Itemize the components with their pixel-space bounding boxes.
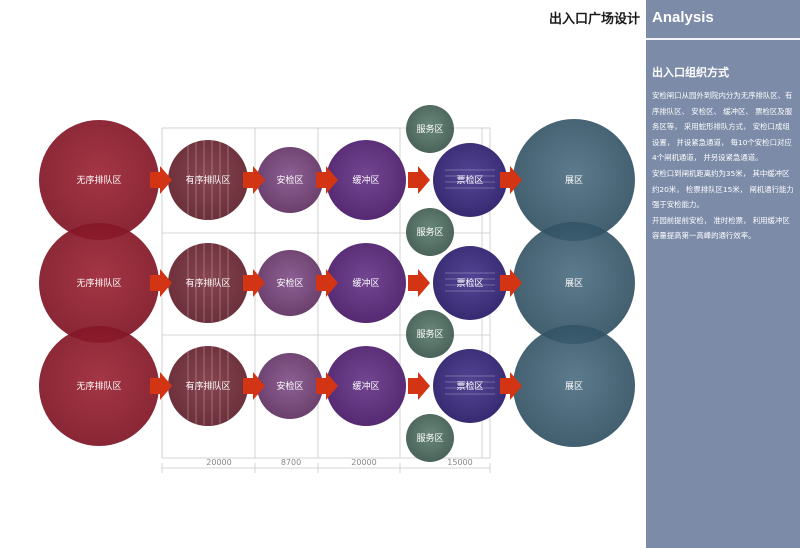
- buffer-zone: [326, 346, 406, 426]
- flow-row-2: 无序排队区 有序排队区 安检区 缓冲区 票检区 展区: [39, 222, 635, 344]
- zone-label: 缓冲区: [352, 380, 379, 392]
- description-paragraph: 安检口到闸机距离约为35米， 其中缓冲区约20米， 检票排队区15米， 闸机通行…: [652, 168, 794, 210]
- zone-label: 无序排队区: [76, 277, 121, 289]
- flow-arrow: [150, 372, 522, 400]
- zone-label: 有序排队区: [185, 380, 230, 392]
- dimension-label: 20000: [206, 458, 231, 467]
- zone-label: 有序排队区: [185, 277, 230, 289]
- entrance-diagram: 20000 8700 20000 15000 服务区 服务区 服务区 服务区: [39, 105, 635, 473]
- zone-label: 缓冲区: [352, 277, 379, 289]
- section-subtitle: 出入口组织方式: [652, 66, 729, 79]
- analysis-heading: Analysis: [652, 9, 714, 26]
- service-area: 服务区: [406, 414, 454, 462]
- zone-label: 无序排队区: [76, 380, 121, 392]
- description: 安检闸口从园外到院内分为无序排队区、有序排队区、 安检区、 缓冲区、 票检区及服…: [652, 88, 794, 244]
- service-area: 服务区: [406, 310, 454, 358]
- buffer-zone: [326, 140, 406, 220]
- security-zone: [257, 147, 323, 213]
- zone-label: 服务区: [416, 432, 443, 444]
- dimension-label: 15000: [447, 458, 472, 467]
- dimension-label: 8700: [281, 458, 301, 467]
- zone-label: 服务区: [416, 328, 443, 340]
- service-area: 服务区: [406, 105, 454, 153]
- disorder-queue-zone: [39, 120, 159, 240]
- security-zone: [257, 353, 323, 419]
- ordered-queue-zone: [168, 243, 248, 323]
- ticket-zone: [433, 349, 507, 423]
- security-zone: [257, 250, 323, 316]
- buffer-zone: [326, 243, 406, 323]
- zone-label: 票检区: [456, 380, 483, 392]
- service-area: 服务区: [406, 208, 454, 256]
- ticket-zone: [433, 246, 507, 320]
- exhibit-zone: [513, 325, 635, 447]
- zone-label: 有序排队区: [185, 174, 230, 186]
- description-paragraph: 开园前提前安检， 准时检票， 利用缓冲区容量提高第一高峰的通行效率。: [652, 215, 790, 241]
- dimension-label: 20000: [351, 458, 376, 467]
- zone-label: 安检区: [276, 174, 303, 186]
- ordered-queue-zone: [168, 346, 248, 426]
- exhibit-zone: [513, 222, 635, 344]
- zone-label: 展区: [565, 278, 583, 289]
- zone-label: 展区: [565, 175, 583, 186]
- disorder-queue-zone: [39, 326, 159, 446]
- flow-row-1: 无序排队区 有序排队区 安检区 缓冲区 票检区 展区: [39, 119, 635, 241]
- zone-label: 安检区: [276, 277, 303, 289]
- ticket-zone: [433, 143, 507, 217]
- disorder-queue-zone: [39, 223, 159, 343]
- side-panel: Analysis 出入口组织方式 安检闸口从园外到院内分为无序排队区、有序排队区…: [646, 0, 800, 548]
- zone-label: 票检区: [456, 174, 483, 186]
- zone-label: 缓冲区: [352, 174, 379, 186]
- flow-row-3: 无序排队区 有序排队区 安检区 缓冲区 票检区 展区: [39, 325, 635, 447]
- zone-label: 无序排队区: [76, 174, 121, 186]
- zone-label: 展区: [565, 381, 583, 392]
- zone-label: 票检区: [456, 277, 483, 289]
- page-title: 出入口广场设计: [548, 12, 640, 27]
- exhibit-zone: [513, 119, 635, 241]
- flow-arrow: [150, 166, 522, 194]
- description-paragraph: 安检闸口从园外到院内分为无序排队区、有序排队区、 安检区、 缓冲区、 票检区及服…: [652, 91, 793, 163]
- divider: [646, 38, 800, 40]
- zone-label: 服务区: [416, 226, 443, 238]
- flow-arrow: [150, 269, 522, 297]
- ordered-queue-zone: [168, 140, 248, 220]
- zone-label: 安检区: [276, 380, 303, 392]
- zone-label: 服务区: [416, 123, 443, 135]
